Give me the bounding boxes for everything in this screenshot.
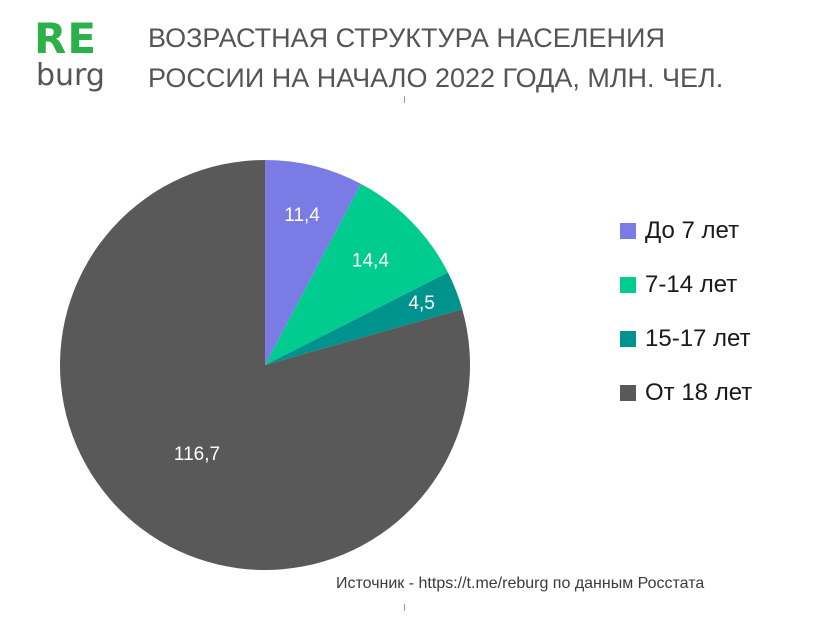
legend-item: 7-14 лет bbox=[620, 258, 752, 312]
slice-data-label: 14,4 bbox=[352, 251, 389, 272]
legend-label: До 7 лет bbox=[645, 217, 740, 244]
source-note: Источник - https://t.me/reburg по данным… bbox=[336, 575, 705, 592]
slice-data-label: 4,5 bbox=[408, 293, 434, 314]
legend-item: До 7 лет bbox=[620, 204, 752, 258]
chart-title: ВОЗРАСТНАЯ СТРУКТУРА НАСЕЛЕНИЯ РОССИИ НА… bbox=[148, 18, 798, 98]
legend-swatch bbox=[620, 277, 636, 293]
logo-sub: burg bbox=[36, 58, 105, 93]
pie-slice bbox=[265, 272, 463, 365]
chart-title-line-1: ВОЗРАСТНАЯ СТРУКТУРА НАСЕЛЕНИЯ bbox=[148, 23, 665, 53]
pie-slice bbox=[265, 183, 448, 365]
divider-tick bbox=[404, 604, 405, 611]
chart-legend: До 7 лет 7-14 лет 15-17 лет От 18 лет bbox=[620, 204, 752, 420]
legend-label: От 18 лет bbox=[645, 379, 753, 406]
legend-item: От 18 лет bbox=[620, 366, 752, 420]
legend-label: 7-14 лет bbox=[645, 271, 738, 298]
legend-item: 15-17 лет bbox=[620, 312, 752, 366]
logo-main: RE bbox=[34, 14, 98, 63]
slice-data-label: 116,7 bbox=[174, 444, 220, 465]
pie-slice bbox=[265, 160, 361, 365]
slice-data-label: 11,4 bbox=[284, 205, 320, 226]
chart-title-line-2: РОССИИ НА НАЧАЛО 2022 ГОДА, МЛН. ЧЕЛ. bbox=[148, 63, 724, 93]
legend-swatch bbox=[620, 385, 636, 401]
legend-swatch bbox=[620, 331, 636, 347]
divider-tick bbox=[404, 96, 405, 103]
legend-swatch bbox=[620, 223, 636, 239]
legend-label: 15-17 лет bbox=[645, 325, 751, 352]
pie-slice bbox=[60, 160, 471, 570]
